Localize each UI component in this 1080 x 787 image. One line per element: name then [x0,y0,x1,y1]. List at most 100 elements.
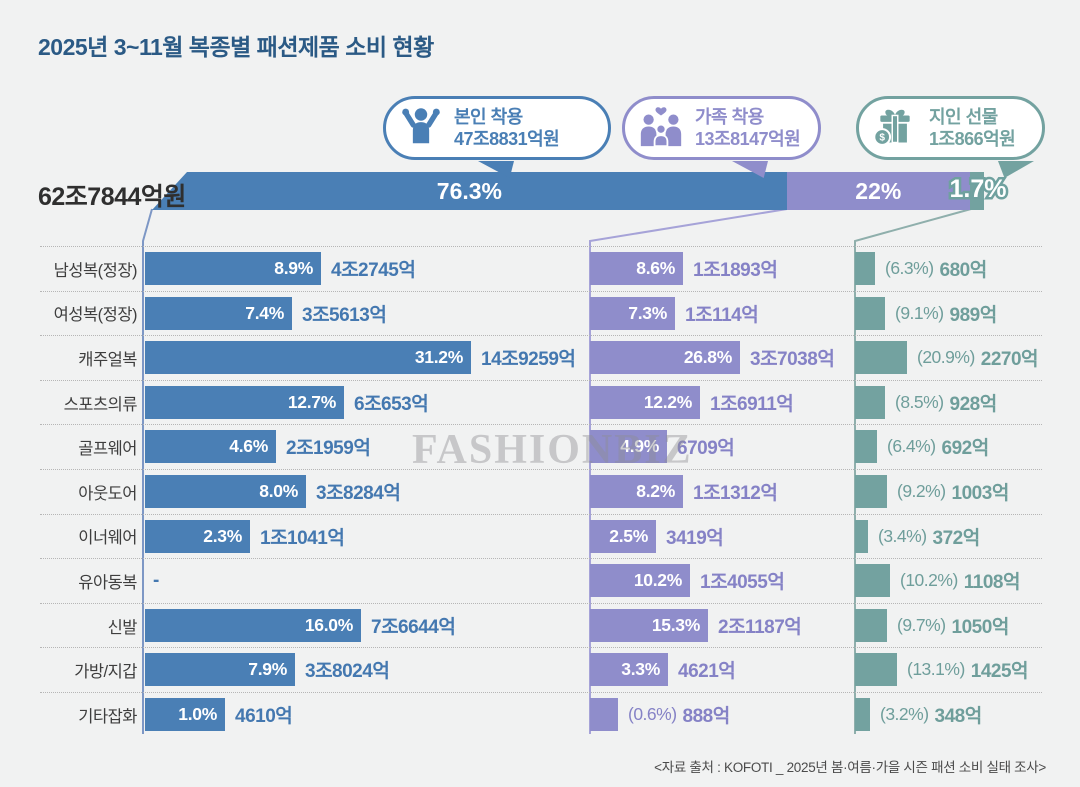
gift-bar-value: (9.7%) 1050억 [897,609,1009,642]
table-row: 남성복(정장) 8.9% 4조2745억 8.6% 1조1893억 (6.3%) 680억 [40,246,1042,291]
family-bar: 12.2% [590,385,700,419]
family-value-amount: 3419억 [666,527,724,549]
gift-value-percent: (10.2%) [900,570,958,591]
gift-coin-icon: $ [871,104,919,153]
gift-value-percent: (3.2%) [880,703,929,724]
segment-family: 22% [786,172,970,210]
family-bar-percent-label: 4.9% [620,436,659,457]
gift-bar-value: (10.2%) 1108억 [900,564,1020,597]
self-bar: 8.9% [145,252,321,285]
gift-value-amount: 1003억 [951,482,1010,504]
gift-bar [855,252,875,285]
family-value-amount: 1조1893억 [693,260,778,281]
family-bar-percent-label: 12.2% [643,391,692,412]
family-bar-value: (0.6%) 888억 [628,698,730,731]
person-arms-up-icon [398,103,444,154]
gift-value-percent: (8.5%) [895,391,944,412]
self-bar-percent-label: 8.9% [274,258,313,278]
gift-bar [855,430,877,464]
family-value-amount: 1조6911억 [710,393,794,415]
category-label: 가방/지갑 [74,663,137,682]
gift-bar [855,653,897,687]
gift-bar-value: (3.2%) 348억 [880,698,982,731]
segment-gift-label: 1.7% [947,173,1009,206]
self-bar-percent-label: 2.3% [203,525,242,546]
legend-bubble-family: 가족 착용 13조8147억원 [622,96,821,160]
self-bar: 31.2% [145,341,471,375]
gift-bar [855,385,885,419]
family-bar-value: 1조4055억 [700,564,785,597]
gift-bar [855,608,887,642]
self-bar-percent-label: 8.0% [259,480,298,501]
gift-value-amount: 372억 [932,527,981,549]
category-label: 골프웨어 [78,440,137,459]
family-value-amount: 4621억 [678,661,736,683]
gift-bar [855,474,887,508]
legend-self-label: 본인 착용 [454,106,523,127]
gift-value-percent: (9.7%) [897,614,946,635]
family-bar: 10.2% [590,564,690,598]
self-bar-percent-label: 7.9% [248,659,287,680]
gift-bar-value: (3.4%) 372억 [878,520,980,553]
rows-body: 남성복(정장) 8.9% 4조2745억 8.6% 1조1893억 (6.3%) 680억 여… [40,246,1042,737]
family-value-amount: 3조7038억 [750,349,835,371]
self-value-amount: 2조1959억 [286,438,371,460]
family-bar: 3.3% [590,653,668,687]
table-row: 기타잡화 1.0% 4610억 (0.6%) 888억 (3.2%) 348억 [40,691,1042,737]
category-label: 유아동복 [78,573,137,592]
category-label: 스포츠의류 [63,395,138,414]
legend-family-text: 가족 착용 13조8147억원 [695,106,801,151]
self-value-amount: 4610억 [235,705,293,727]
gift-value-amount: 928억 [949,393,998,415]
gift-bar [855,519,868,553]
segment-gift [969,172,984,210]
family-value-amount: 1조4055억 [700,572,785,594]
legend-family-label: 가족 착용 [695,106,764,127]
family-value-amount: 1조114억 [685,304,759,326]
self-bar-value: 1조1041억 [260,520,345,553]
self-bar: 2.3% [145,519,250,553]
gift-bar-value: (8.5%) 928억 [895,386,997,419]
family-value-amount: 1조1312억 [693,482,778,504]
legend-gift-text: 지인 선물 1조866억원 [929,106,1016,151]
category-label: 여성복(정장) [53,306,138,325]
family-bar-value: 1조114억 [685,297,759,330]
self-bar-value: 14조9259억 [481,341,576,374]
family-bar: 8.2% [590,474,683,508]
self-bar-value: 3조8024억 [305,653,390,686]
family-bar-value: 4621억 [678,653,736,686]
segment-self: 76.3% [152,172,787,210]
legend-self-text: 본인 착용 47조8831억원 [454,106,560,151]
legend-gift-label: 지인 선물 [929,106,998,127]
family-bar-value: 1조1893억 [693,252,778,285]
family-bar: 7.3% [590,296,675,330]
family-bar [590,697,618,731]
category-label: 신발 [107,618,138,637]
family-bar-percent-label: 7.3% [628,302,667,323]
table-row: 캐주얼복 31.2% 14조9259억 26.8% 3조7038억 (20.9%) 2270… [40,335,1042,380]
family-bar: 8.6% [590,252,683,285]
family-bar-value: 6709억 [677,430,735,463]
segment-self-label: 76.3% [436,177,503,204]
self-bar-percent-label: 1.0% [178,703,217,724]
self-bar-percent-label: 7.4% [245,302,284,323]
self-value-amount: 1조1041억 [260,527,345,549]
family-bar-value: 1조6911억 [710,386,794,419]
self-bar-percent-label: 4.6% [229,436,268,457]
gift-value-amount: 692억 [941,438,990,460]
gift-value-percent: (6.3%) [885,258,934,278]
table-row: 골프웨어 4.6% 2조1959억 4.9% 6709억 (6.4%) 692억 [40,424,1042,469]
self-bar-value: 7조6644억 [371,609,456,642]
gift-value-amount: 2270억 [980,349,1039,371]
family-bar-percent-label: 2.5% [609,525,648,546]
family-bar-value: 1조1312억 [693,475,778,508]
gift-value-percent: (13.1%) [907,659,965,680]
self-bar-percent-label: 16.0% [304,614,353,635]
self-bar: 12.7% [145,385,344,419]
legend-gift-amount: 1조866억원 [929,129,1016,149]
self-bar-value: 3조8284억 [316,475,401,508]
legend-self-amount: 47조8831억원 [454,129,560,149]
gift-value-amount: 1050억 [951,616,1010,638]
gift-value-percent: (6.4%) [887,436,936,457]
family-bar-percent-label: 8.6% [636,258,675,278]
